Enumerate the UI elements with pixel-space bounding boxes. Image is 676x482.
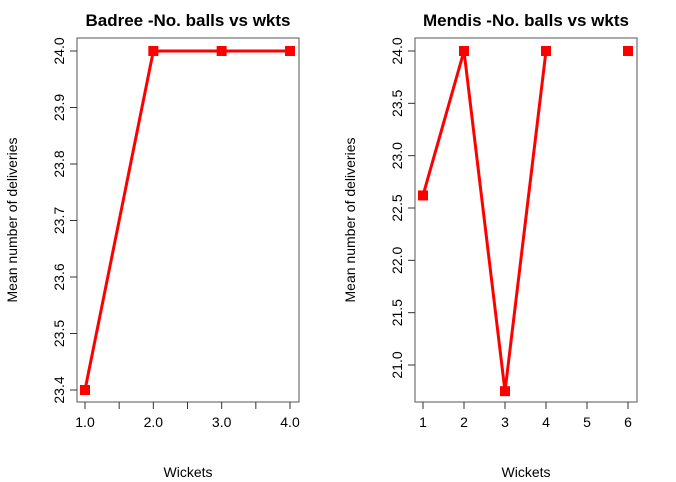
y-tick-label: 24.0 [51,37,67,64]
x-tick-label: 1 [419,414,427,430]
y-axis: 21.0 21.5 22.0 22.5 23.0 23.5 24.0 [389,37,415,379]
data-point-marker [285,46,295,56]
chart-panel-2: Mendis -No. balls vs wkts 1 2 3 4 5 6 Wickets 21… [342,11,638,480]
x-tick-label: 5 [583,414,591,430]
y-tick-label: 22.0 [389,246,405,273]
y-tick-label: 23.0 [389,142,405,169]
x-axis-label: Wickets [502,464,551,480]
x-tick-label: 4 [542,414,550,430]
x-tick-label: 2.0 [144,414,164,430]
x-tick-label: 3 [501,414,509,430]
plot-frame [76,37,300,403]
x-tick-label: 2 [460,414,468,430]
y-tick-label: 24.0 [389,37,405,64]
y-tick-label: 23.5 [51,320,67,347]
y-tick-label: 23.4 [51,376,67,403]
x-axis: 1.0 2.0 3.0 4.0 [75,402,300,430]
y-axis-label: Mean number of deliveries [342,138,358,303]
y-axis-label: Mean number of deliveries [4,138,20,303]
chart-title: Badree -No. balls vs wkts [85,11,290,30]
x-axis: 1 2 3 4 5 6 [419,402,632,430]
data-point-marker [459,46,469,56]
y-axis: 23.4 23.5 23.6 23.7 23.8 23.9 24.0 [51,37,77,404]
x-tick-label: 3.0 [212,414,232,430]
x-tick-label: 6 [624,414,632,430]
y-tick-label: 23.6 [51,263,67,290]
data-point-marker [500,386,510,397]
y-tick-label: 23.7 [51,207,67,234]
data-point-marker [80,385,90,395]
data-series [80,46,295,395]
data-point-marker [623,46,633,56]
data-series [418,46,633,397]
y-tick-label: 23.8 [51,150,67,177]
chart-panel-1: Badree -No. balls vs wkts 1.0 2.0 3.0 4.0 Wic… [4,11,300,480]
x-tick-label: 4.0 [280,414,300,430]
plot-frame [414,37,638,403]
data-point-marker [148,46,159,56]
data-point-marker [418,190,428,201]
y-tick-label: 23.9 [51,94,67,121]
y-tick-label: 22.5 [389,194,405,221]
data-point-marker [216,46,227,56]
chart-title: Mendis -No. balls vs wkts [423,11,629,30]
x-axis-label: Wickets [164,464,213,480]
y-tick-label: 21.5 [389,299,405,326]
y-tick-label: 21.0 [389,351,405,378]
data-point-marker [541,46,551,56]
y-tick-label: 23.5 [389,89,405,116]
x-tick-label: 1.0 [75,414,95,430]
